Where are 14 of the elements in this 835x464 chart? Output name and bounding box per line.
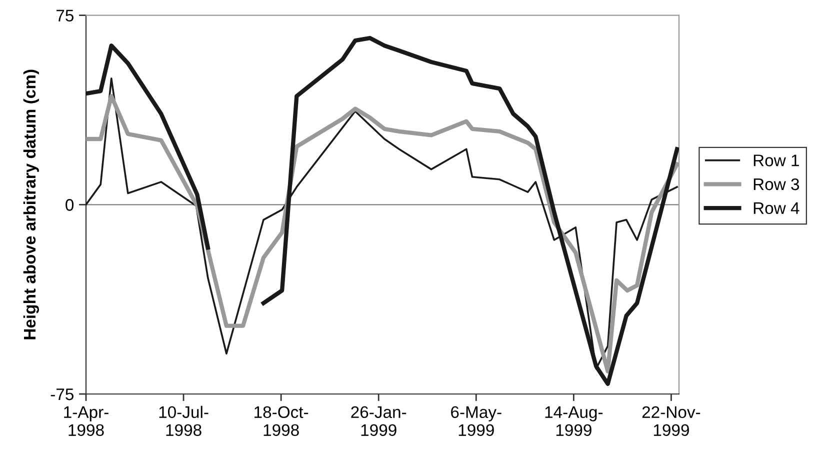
y-tick-label: -75 — [50, 388, 74, 400]
y-tick-label: 75 — [56, 10, 74, 22]
x-tick-label: 26-Jan- 1999 — [351, 406, 406, 436]
x-tick-label: 18-Oct- 1998 — [254, 406, 308, 436]
y-tick-label: 0 — [66, 199, 74, 211]
x-tick-label: 14-Aug- 1999 — [545, 406, 603, 436]
legend-label: Row 4 — [754, 202, 800, 214]
y-axis-title: Height above arbitrary datum (cm) — [23, 70, 39, 340]
legend-label: Row 3 — [754, 178, 800, 190]
x-tick-label: 6-May- 1999 — [451, 406, 502, 436]
x-tick-label: 10-Jul- 1998 — [159, 406, 208, 436]
x-tick-label: 22-Nov- 1999 — [642, 406, 700, 436]
x-tick-label: 1-Apr- 1998 — [64, 406, 108, 436]
legend-label: Row 1 — [754, 154, 799, 166]
